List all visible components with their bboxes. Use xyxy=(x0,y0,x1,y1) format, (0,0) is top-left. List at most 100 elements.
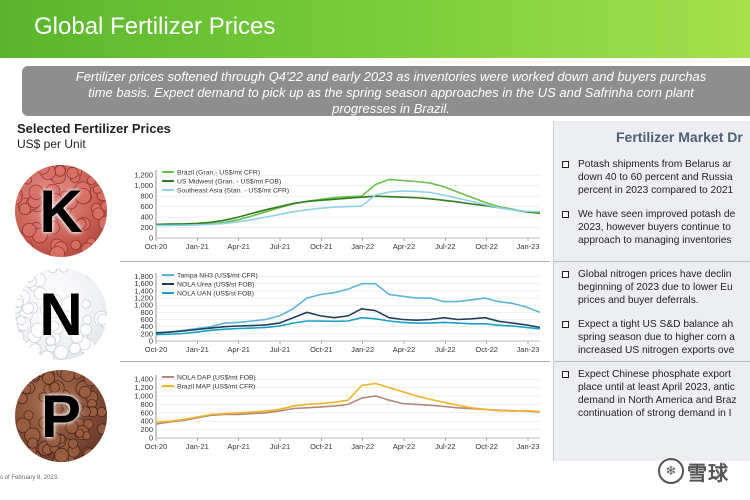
pellet xyxy=(66,166,79,179)
x-tick-label: Apr-21 xyxy=(227,345,250,354)
y-tick-label: 1,400 xyxy=(134,286,153,295)
series-line xyxy=(155,316,541,336)
pellet xyxy=(86,175,96,185)
series-line xyxy=(155,282,541,334)
pellet xyxy=(18,202,32,216)
x-tick-label: Apr-22 xyxy=(393,242,416,251)
x-tick-label: Apr-21 xyxy=(227,442,250,451)
x-tick-label: Jan-22 xyxy=(351,442,374,451)
pellet xyxy=(67,438,79,449)
legend-label: NOLA DAP (US$/mt FOB) xyxy=(177,375,256,382)
pellet xyxy=(75,428,85,438)
pellet xyxy=(45,220,60,235)
x-tick-label: Apr-22 xyxy=(393,442,416,451)
pellet xyxy=(41,371,55,385)
pellet xyxy=(83,370,100,387)
pellet xyxy=(54,345,69,360)
legend-label: Southeast Asia (Stan. - US$/mt CFR) xyxy=(177,188,289,195)
y-tick-label: 600 xyxy=(140,408,153,417)
x-tick-label: Jan-23 xyxy=(517,442,540,451)
x-tick-label: Oct-22 xyxy=(475,345,498,354)
pellet xyxy=(48,268,58,274)
pellet xyxy=(21,222,37,238)
pellet xyxy=(96,423,107,435)
pellet xyxy=(71,401,84,414)
pellet xyxy=(59,268,69,273)
y-tick-label: 1,000 xyxy=(134,301,153,310)
pellet xyxy=(49,246,66,257)
y-tick-label: 600 xyxy=(140,315,153,324)
pellet xyxy=(49,320,60,331)
x-tick-label: Oct-22 xyxy=(475,242,498,251)
potash-pellets-icon: K xyxy=(15,165,107,257)
nutrient-letter-n: N xyxy=(39,280,83,348)
pellet xyxy=(28,370,41,381)
pellet-texture xyxy=(15,165,107,257)
pellet xyxy=(15,450,26,462)
y-tick-label: 1,800 xyxy=(134,272,153,281)
x-tick-label: Apr-22 xyxy=(393,345,416,354)
pellet xyxy=(97,313,107,326)
pellet xyxy=(75,218,87,230)
pellet xyxy=(21,384,32,395)
bullet-square-icon xyxy=(562,211,569,218)
x-tick-label: Jul-22 xyxy=(435,242,455,251)
footnote: s of February 8, 2023. xyxy=(0,475,59,481)
legend-label: Brazil MAP (US$/mt CFR) xyxy=(177,384,255,391)
pellet xyxy=(15,228,22,241)
bullet-square-icon xyxy=(562,321,569,328)
y-tick-label: 400 xyxy=(140,417,153,426)
pellet xyxy=(80,242,95,256)
pellet xyxy=(82,314,92,325)
y-tick-label: 800 xyxy=(140,308,153,317)
y-tick-label: 200 xyxy=(140,329,153,338)
snowball-logo-icon: ❄ xyxy=(658,458,684,484)
y-tick-label: 0 xyxy=(149,434,153,443)
y-tick-label: 800 xyxy=(140,400,153,409)
x-tick-label: Jan-21 xyxy=(186,345,209,354)
x-tick-label: Jan-22 xyxy=(351,345,374,354)
y-tick-label: 800 xyxy=(140,192,153,201)
pellet xyxy=(93,184,103,194)
legend-label: Tampa NH3 (US$/mt CFR) xyxy=(177,273,258,280)
series-line xyxy=(155,307,541,334)
pellet xyxy=(16,392,28,405)
pellet xyxy=(28,184,44,200)
x-tick-label: Oct-21 xyxy=(310,242,333,251)
pellet xyxy=(15,298,24,308)
pellet xyxy=(98,215,107,232)
x-tick-label: Jul-22 xyxy=(435,442,455,451)
market-drivers-panel: Fertilizer Market Dr Potash shipments fr… xyxy=(553,121,750,461)
pellet xyxy=(53,404,64,414)
phosphate-pellets-icon: P xyxy=(15,370,107,462)
title-bar: Global Fertilizer Prices xyxy=(0,0,750,58)
pellet xyxy=(39,350,55,360)
chart-divider xyxy=(120,361,550,362)
y-tick-label: 400 xyxy=(140,322,153,331)
watermark: ❄ 雪球 xyxy=(658,454,750,488)
legend-label: NOLA UAN (US$/st FOB) xyxy=(177,291,254,298)
pellet xyxy=(54,447,69,462)
pellet-texture xyxy=(15,268,107,360)
pellet xyxy=(61,296,78,313)
pellet xyxy=(30,322,46,338)
x-tick-label: Oct-20 xyxy=(145,242,168,251)
pellet xyxy=(17,166,28,177)
x-tick-label: Jan-21 xyxy=(186,442,209,451)
pellet xyxy=(46,336,56,346)
y-tick-label: 200 xyxy=(140,223,153,232)
section-unit: US$ per Unit xyxy=(17,137,86,151)
series-line xyxy=(155,382,541,423)
pellet xyxy=(33,286,47,300)
pellet xyxy=(45,431,62,448)
y-tick-label: 1,200 xyxy=(134,171,153,180)
nitrogen-pellets-icon: N xyxy=(15,268,107,360)
pellet xyxy=(23,175,33,185)
pellet xyxy=(81,299,91,309)
bullet-text: Expect Chinese phosphate export place un… xyxy=(578,369,737,419)
x-tick-label: Apr-21 xyxy=(227,242,250,251)
